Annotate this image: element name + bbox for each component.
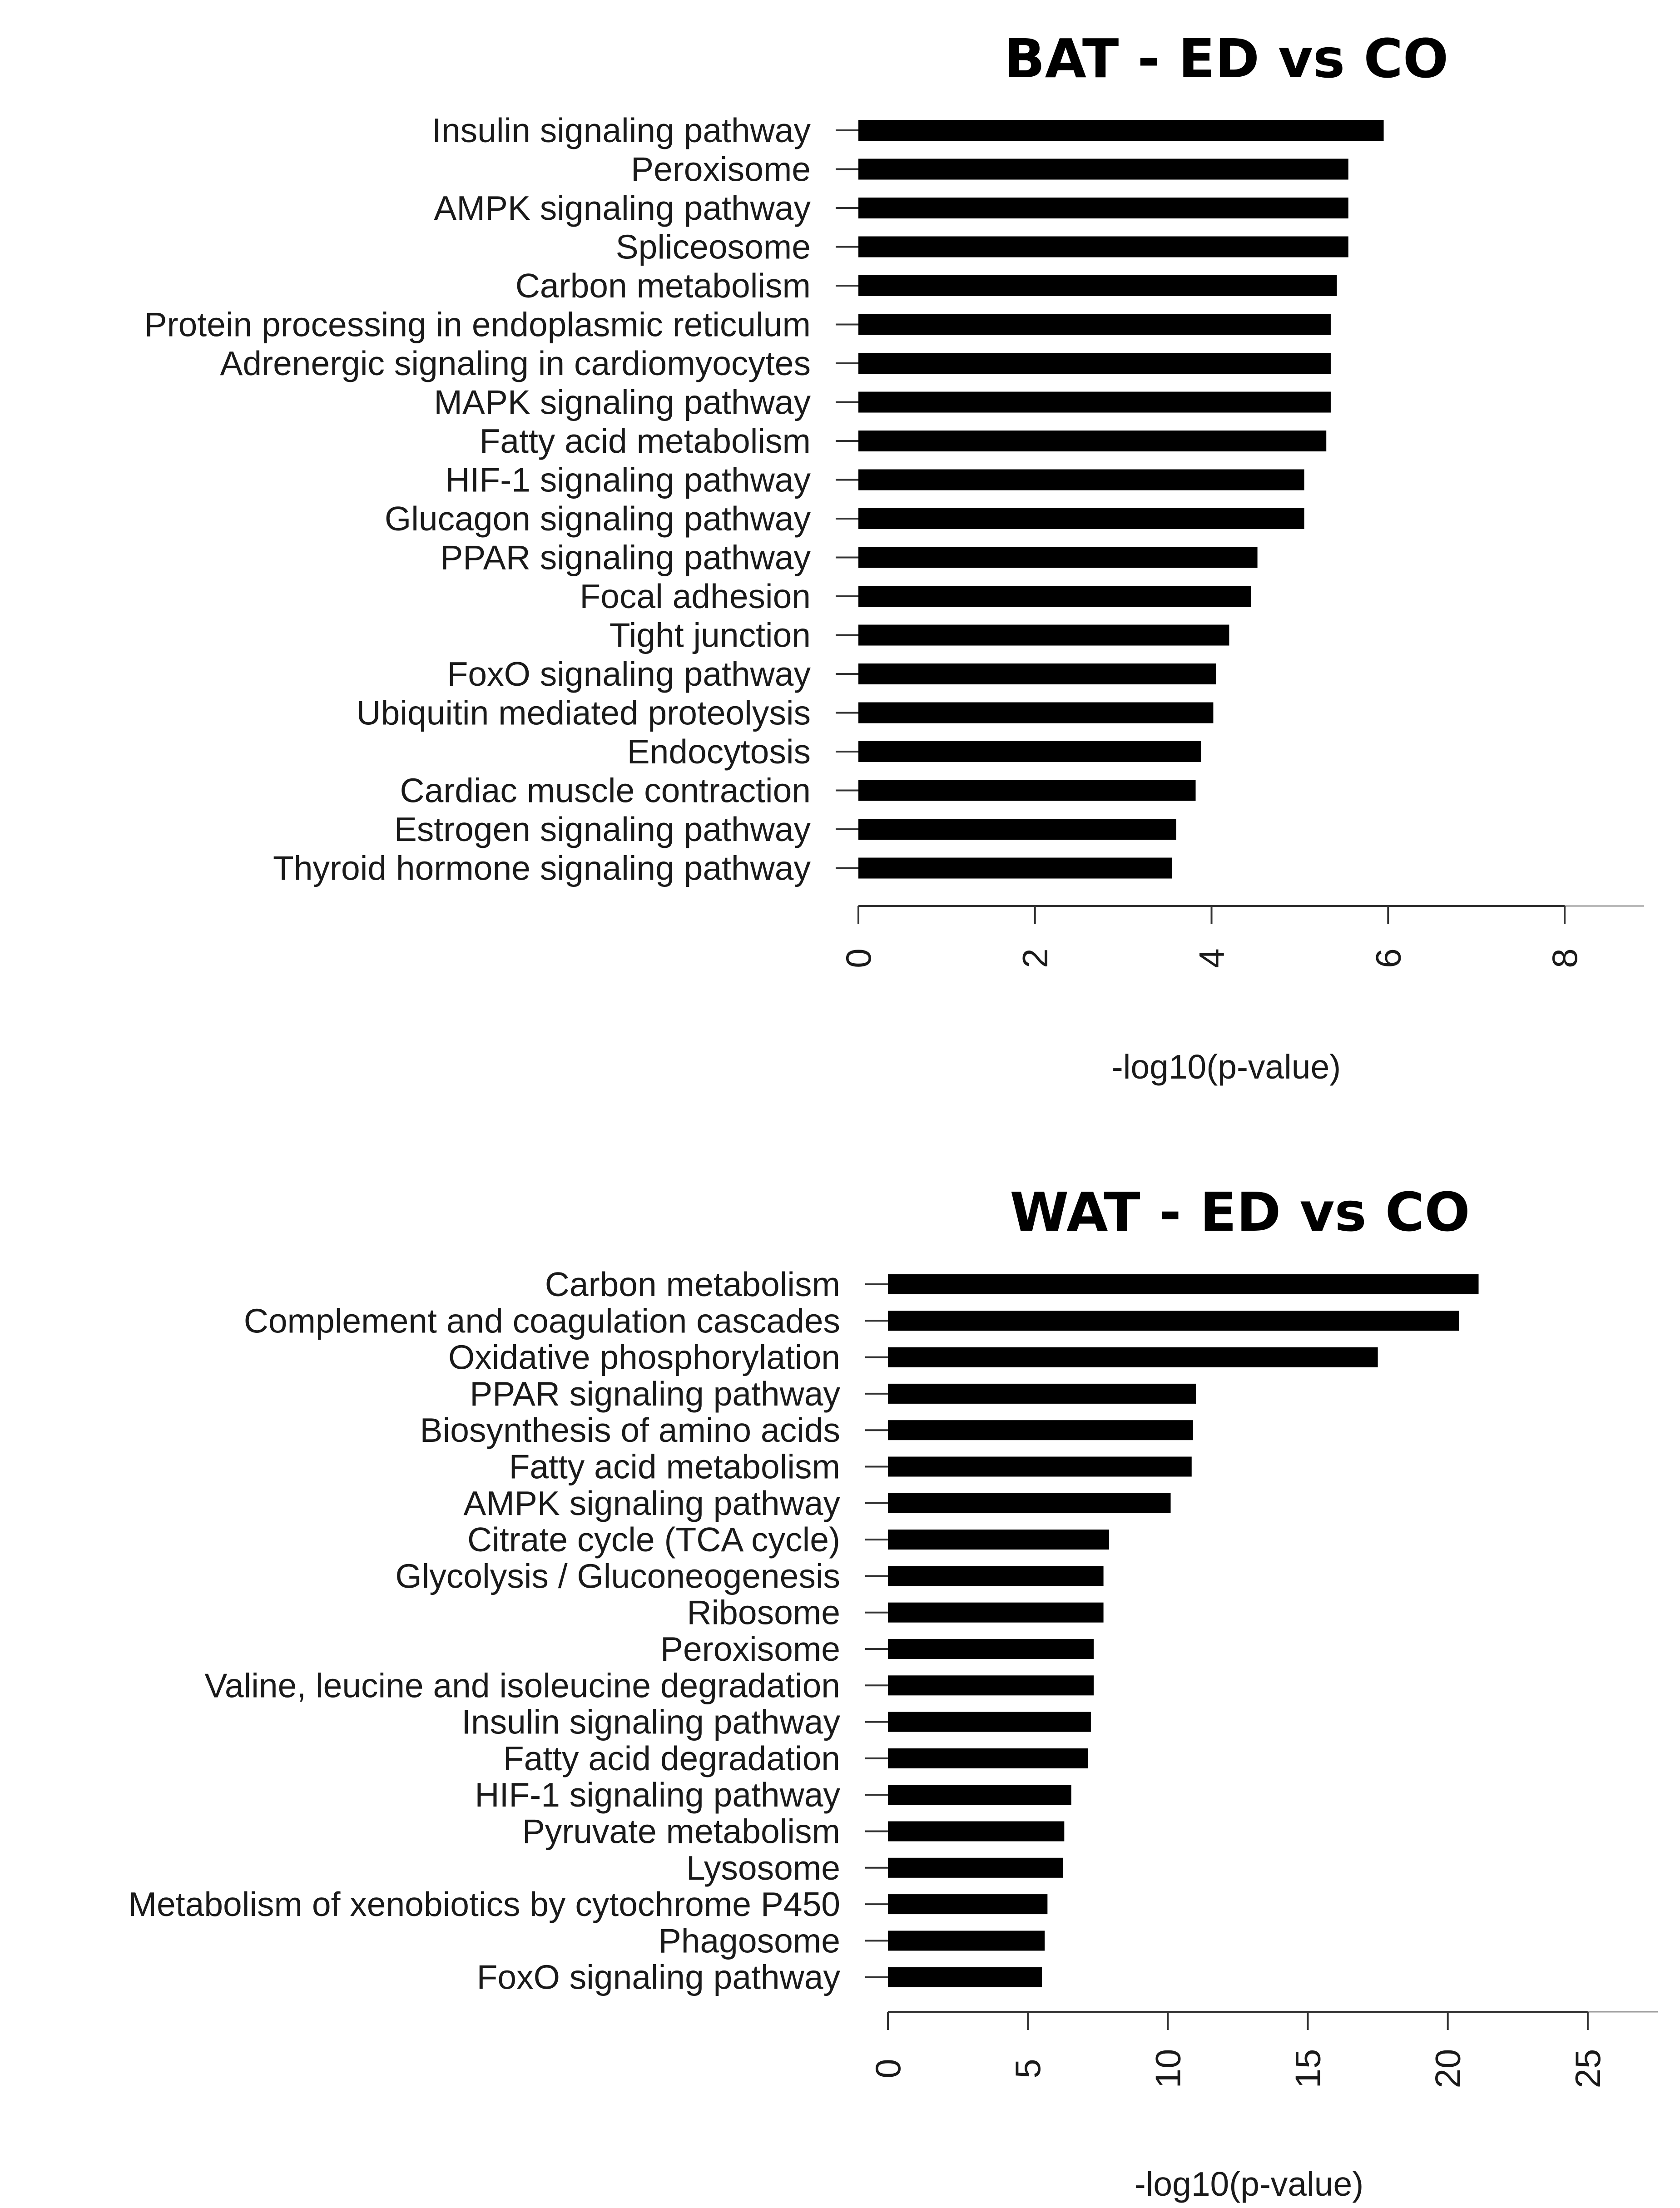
wat-category-label: Valine, leucine and isoleucine degradati… <box>204 1666 840 1704</box>
wat-bar <box>888 1274 1479 1294</box>
wat-chart: WAT - ED vs CO Carbon metabolismComplemen… <box>129 1181 1658 2203</box>
wat-category-label: AMPK signaling pathway <box>463 1484 840 1522</box>
wat-x-tick-label: 0 <box>868 2059 908 2078</box>
bat-bar <box>858 663 1216 684</box>
bat-bar <box>858 236 1348 257</box>
bat-bar <box>858 275 1337 296</box>
wat-x-axis-label: -log10(p-value) <box>1135 2165 1363 2203</box>
wat-category-label: PPAR signaling pathway <box>470 1375 840 1413</box>
wat-category-label: Citrate cycle (TCA cycle) <box>467 1520 840 1559</box>
wat-category-label: Insulin signaling pathway <box>461 1703 840 1741</box>
wat-category-label: Biosynthesis of amino acids <box>420 1411 840 1449</box>
bat-bar <box>858 469 1304 490</box>
wat-bar <box>888 1530 1109 1550</box>
wat-bar <box>888 1712 1091 1732</box>
wat-bar <box>888 1602 1104 1623</box>
bat-category-label: Cardiac muscle contraction <box>400 772 811 810</box>
wat-bar <box>888 1821 1065 1842</box>
wat-category-label: Oxidative phosphorylation <box>448 1338 840 1376</box>
bat-bar <box>858 624 1229 646</box>
wat-category-label: Ribosome <box>687 1594 840 1632</box>
bat-bar <box>858 702 1214 723</box>
wat-x-tick-label: 20 <box>1428 2049 1468 2089</box>
bat-category-label: Estrogen signaling pathway <box>394 810 811 848</box>
bat-bar <box>858 391 1331 413</box>
bat-bar <box>858 741 1201 762</box>
wat-x-tick-label: 5 <box>1008 2059 1048 2078</box>
bat-category-label: MAPK signaling pathway <box>434 383 811 421</box>
wat-bar <box>888 1383 1196 1404</box>
bat-bar <box>858 353 1331 374</box>
bat-bar <box>858 158 1348 180</box>
bat-category-label: Protein processing in endoplasmic reticu… <box>144 306 811 344</box>
wat-bar <box>888 1894 1048 1915</box>
bat-x-tick-label: 2 <box>1015 948 1055 968</box>
bat-x-tick-label: 8 <box>1545 948 1585 968</box>
bat-category-label: Insulin signaling pathway <box>432 111 811 149</box>
wat-bar <box>888 1785 1071 1805</box>
bat-category-label: HIF-1 signaling pathway <box>445 461 811 499</box>
bat-category-label: AMPK signaling pathway <box>434 189 811 227</box>
bat-category-label: Peroxisome <box>631 150 811 188</box>
wat-bar <box>888 1857 1063 1878</box>
bat-bar <box>858 780 1196 801</box>
bat-bar <box>858 120 1384 141</box>
wat-bar <box>888 1347 1378 1367</box>
wat-x-tick-label: 25 <box>1568 2049 1608 2089</box>
bat-category-label: Spliceosome <box>616 228 811 266</box>
wat-bar <box>888 1311 1459 1331</box>
wat-category-label: Carbon metabolism <box>545 1265 840 1303</box>
wat-category-label: Fatty acid metabolism <box>509 1448 840 1486</box>
bat-bar <box>858 508 1304 529</box>
bat-category-label: Endocytosis <box>627 733 811 771</box>
wat-bar <box>888 1420 1193 1441</box>
wat-category-label: Fatty acid degradation <box>503 1739 840 1777</box>
bat-category-label: Glucagon signaling pathway <box>385 500 811 538</box>
bat-x-axis-label: -log10(p-value) <box>1112 1048 1341 1086</box>
wat-category-label: Complement and coagulation cascades <box>244 1302 840 1340</box>
bat-category-label: Carbon metabolism <box>515 267 811 305</box>
bat-bar <box>858 586 1251 607</box>
bat-x-tick-label: 4 <box>1192 948 1232 968</box>
wat-x-tick-label: 10 <box>1148 2049 1188 2089</box>
bat-category-label: Fatty acid metabolism <box>480 422 811 460</box>
wat-bar <box>888 1675 1094 1696</box>
wat-x-tick-label: 15 <box>1288 2049 1328 2089</box>
bat-chart-title: BAT - ED vs CO <box>1004 27 1449 90</box>
bat-bar <box>858 857 1172 879</box>
wat-category-label: Pyruvate metabolism <box>522 1812 840 1851</box>
bat-category-label: Thyroid hormone signaling pathway <box>273 849 811 887</box>
bat-bar <box>858 431 1327 451</box>
wat-bar <box>888 1931 1045 1951</box>
wat-bar <box>888 1493 1171 1513</box>
wat-category-label: FoxO signaling pathway <box>477 1958 841 1996</box>
wat-bar <box>888 1456 1192 1477</box>
bat-category-label: Tight junction <box>610 616 811 654</box>
bat-bar <box>858 547 1258 568</box>
wat-category-label: Lysosome <box>686 1849 840 1887</box>
bat-category-label: Focal adhesion <box>580 577 811 615</box>
wat-bar <box>888 1639 1094 1659</box>
bat-category-label: FoxO signaling pathway <box>447 655 811 693</box>
bat-category-label: Ubiquitin mediated proteolysis <box>356 694 811 732</box>
bat-bar <box>858 314 1331 335</box>
bat-category-label: PPAR signaling pathway <box>440 539 811 577</box>
wat-bar <box>888 1967 1042 1987</box>
wat-chart-title: WAT - ED vs CO <box>1010 1181 1470 1243</box>
wat-category-label: Peroxisome <box>660 1630 840 1668</box>
wat-bar <box>888 1748 1088 1768</box>
bat-category-label: Adrenergic signaling in cardiomyocytes <box>220 344 811 382</box>
bat-bar <box>858 198 1348 218</box>
wat-category-label: Phagosome <box>659 1921 840 1960</box>
wat-bar <box>888 1566 1104 1586</box>
bat-bar <box>858 819 1176 840</box>
wat-category-label: Glycolysis / Gluconeogenesis <box>395 1557 840 1595</box>
bat-x-tick-label: 0 <box>838 948 878 968</box>
wat-category-label: HIF-1 signaling pathway <box>475 1776 840 1814</box>
bat-x-tick-label: 6 <box>1368 948 1408 968</box>
wat-category-label: Metabolism of xenobiotics by cytochrome … <box>129 1885 840 1923</box>
